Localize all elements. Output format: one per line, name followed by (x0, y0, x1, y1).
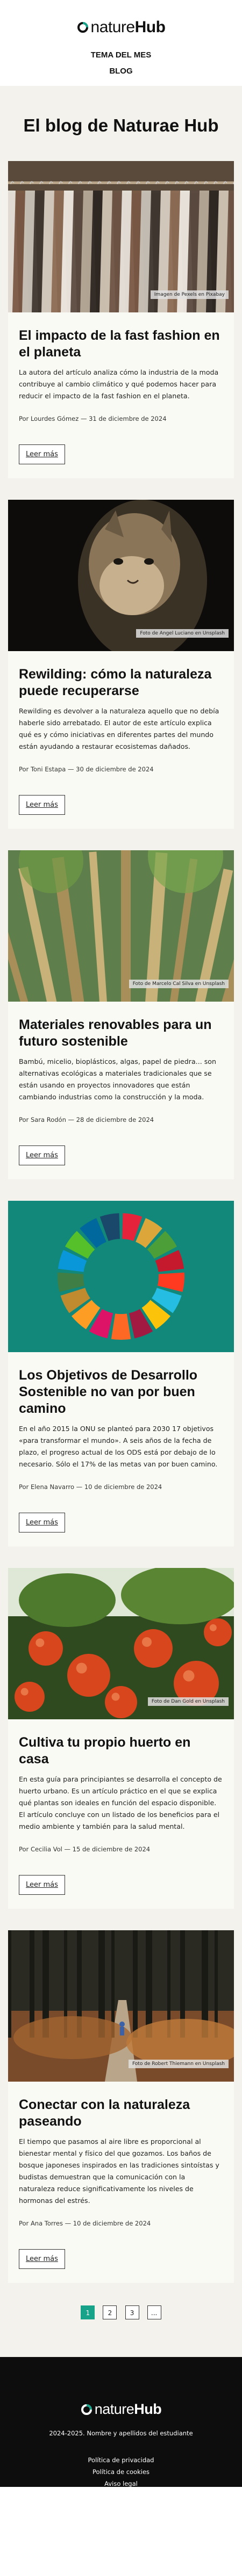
post-body: Rewilding: cómo la naturaleza puede recu… (8, 651, 234, 829)
logo-text: natureHub (90, 18, 166, 36)
nav-link-tema-del-mes[interactable]: TEMA DEL MES (90, 50, 152, 60)
footer-links: Política de privacidad Política de cooki… (0, 2454, 242, 2490)
page-link-2[interactable]: 2 (103, 2305, 117, 2319)
post-body: Los Objetivos de Desarrollo Sostenible n… (8, 1352, 234, 1546)
image-credit: Foto de Robert Thiemann en Unsplash (128, 2060, 229, 2068)
post-meta: Por Sara Rodón — 28 de diciembre de 2024 (19, 1116, 154, 1123)
post-meta: Por Ana Torres — 10 de diciembre de 2024 (19, 2220, 151, 2227)
post-card: Foto de Robert Thiemann en Unsplash Conec… (8, 1930, 234, 2283)
logo-ring-icon (81, 2404, 92, 2415)
post-image-sdg-wheel (8, 1201, 234, 1352)
post-card: Foto de Marcelo Cal Silva en Unsplash Mat… (8, 850, 234, 1179)
logo-ring-icon (77, 22, 88, 33)
image-credit: Foto de Dan Gold en Unsplash (147, 1697, 229, 1706)
post-image[interactable] (8, 1201, 234, 1352)
post-list: Imagen de Pexels en Pixabay El impacto de… (8, 161, 234, 2283)
copyright: 2024-2025. Nombre y apellidos del estudi… (49, 2429, 193, 2437)
post-meta: Por Cecilia Vol — 15 de diciembre de 202… (19, 1845, 151, 1853)
post-title[interactable]: Rewilding: cómo la naturaleza puede recu… (19, 667, 212, 698)
post-image[interactable]: Foto de Dan Gold en Unsplash (8, 1568, 234, 1719)
post-card: Foto de Angel Luciano en Unsplash Rewildi… (8, 500, 234, 829)
post-body: Cultiva tu propio huerto en casa En esta … (8, 1719, 234, 1909)
image-credit: Foto de Angel Luciano en Unsplash (136, 629, 229, 638)
page-link-more[interactable]: ... (147, 2305, 161, 2319)
post-excerpt: Rewilding es devolver a la naturaleza aq… (19, 707, 219, 750)
post-title[interactable]: Los Objetivos de Desarrollo Sostenible n… (19, 1368, 198, 1416)
post-body: Materiales renovables para un futuro sos… (8, 1002, 234, 1179)
post-excerpt: El tiempo que pasamos al aire libre es p… (19, 2137, 219, 2205)
page-link-1[interactable]: 1 (81, 2305, 95, 2319)
post-image[interactable]: Imagen de Pexels en Pixabay (8, 161, 234, 312)
post-image[interactable]: Foto de Angel Luciano en Unsplash (8, 500, 234, 651)
footer-logo[interactable]: natureHub (0, 2401, 242, 2418)
post-excerpt: Bambú, micelio, bioplásticos, algas, pap… (19, 1057, 216, 1101)
read-more-button[interactable]: Leer más (19, 444, 65, 464)
post-excerpt: En esta guía para principiantes se desar… (19, 1775, 222, 1830)
post-excerpt: La autora del artículo analiza cómo la i… (19, 368, 219, 400)
site-logo[interactable]: natureHub (77, 18, 166, 37)
page-title: El blog de Naturae Hub (23, 115, 219, 135)
post-image-clothes-rack (8, 161, 234, 312)
read-more-button[interactable]: Leer más (19, 1513, 65, 1533)
nav-link-blog[interactable]: BLOG (109, 67, 133, 76)
post-title[interactable]: Conectar con la naturaleza paseando (19, 2097, 190, 2129)
page-link-3[interactable]: 3 (125, 2305, 139, 2319)
post-image[interactable]: Foto de Marcelo Cal Silva en Unsplash (8, 850, 234, 1002)
post-excerpt: En el año 2015 la ONU se planteó para 20… (19, 1425, 218, 1468)
post-card: Foto de Dan Gold en Unsplash Cultiva tu p… (8, 1568, 234, 1909)
site-header: natureHub TEMA DEL MES BLOG (0, 0, 242, 86)
post-image-wildcat (8, 500, 234, 651)
post-title[interactable]: Cultiva tu propio huerto en casa (19, 1735, 191, 1767)
pagination: 1 2 3 ... (8, 2304, 234, 2336)
image-credit: Foto de Marcelo Cal Silva en Unsplash (129, 980, 229, 988)
footer-link-aviso-legal[interactable]: Aviso legal (104, 2480, 138, 2487)
post-image[interactable]: Foto de Robert Thiemann en Unsplash (8, 1930, 234, 2082)
footer-logo-text: natureHub (94, 2401, 162, 2417)
post-meta: Por Lourdes Gómez — 31 de diciembre de 2… (19, 415, 167, 422)
post-image-tomatoes (8, 1568, 234, 1719)
post-body: Conectar con la naturaleza paseando El ti… (8, 2082, 234, 2283)
post-title[interactable]: El impacto de la fast fashion en el plan… (19, 328, 220, 360)
post-title[interactable]: Materiales renovables para un futuro sos… (19, 1017, 212, 1049)
post-meta: Por Toni Estapa — 30 de diciembre de 202… (19, 765, 154, 773)
main-nav: TEMA DEL MES BLOG (91, 47, 152, 79)
read-more-button[interactable]: Leer más (19, 795, 65, 815)
post-meta: Por Elena Navarro — 10 de diciembre de 2… (19, 1483, 162, 1491)
site-footer: natureHub 2024-2025. Nombre y apellidos … (0, 2357, 242, 2487)
blog-main: El blog de Naturae Hub Imagen de Pexels … (0, 86, 242, 2357)
read-more-button[interactable]: Leer más (19, 2249, 65, 2269)
image-credit: Imagen de Pexels en Pixabay (150, 290, 229, 299)
read-more-button[interactable]: Leer más (19, 1145, 65, 1165)
read-more-button[interactable]: Leer más (19, 1875, 65, 1895)
footer-link-cookies[interactable]: Política de cookies (92, 2468, 150, 2476)
post-image-bamboo (8, 850, 234, 1002)
footer-link-privacidad[interactable]: Política de privacidad (88, 2456, 154, 2464)
post-image-forest-path (8, 1930, 234, 2082)
post-card: Los Objetivos de Desarrollo Sostenible n… (8, 1201, 234, 1546)
post-body: El impacto de la fast fashion en el plan… (8, 312, 234, 478)
post-card: Imagen de Pexels en Pixabay El impacto de… (8, 161, 234, 478)
